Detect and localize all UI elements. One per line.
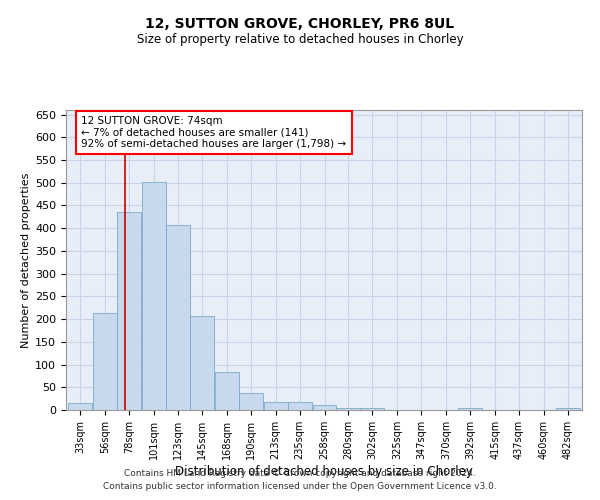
Bar [287, 402, 311, 410]
Text: Contains public sector information licensed under the Open Government Licence v3: Contains public sector information licen… [103, 482, 497, 491]
Text: Contains HM Land Registry data © Crown copyright and database right 2024.: Contains HM Land Registry data © Crown c… [124, 468, 476, 477]
Bar [190, 316, 214, 410]
Bar [264, 402, 287, 410]
Bar [337, 408, 361, 410]
Bar [458, 408, 482, 410]
Bar [215, 372, 239, 410]
Bar [142, 182, 166, 410]
Bar [93, 313, 117, 410]
Bar [166, 225, 190, 410]
Bar [239, 392, 263, 410]
Bar [68, 403, 92, 410]
Bar [361, 408, 384, 410]
Text: 12 SUTTON GROVE: 74sqm
← 7% of detached houses are smaller (141)
92% of semi-det: 12 SUTTON GROVE: 74sqm ← 7% of detached … [82, 116, 347, 149]
Text: Size of property relative to detached houses in Chorley: Size of property relative to detached ho… [137, 32, 463, 46]
Text: 12, SUTTON GROVE, CHORLEY, PR6 8UL: 12, SUTTON GROVE, CHORLEY, PR6 8UL [145, 18, 455, 32]
Bar [117, 212, 141, 410]
Bar [556, 408, 580, 410]
Y-axis label: Number of detached properties: Number of detached properties [21, 172, 31, 348]
Bar [313, 406, 337, 410]
X-axis label: Distribution of detached houses by size in Chorley: Distribution of detached houses by size … [175, 464, 473, 477]
